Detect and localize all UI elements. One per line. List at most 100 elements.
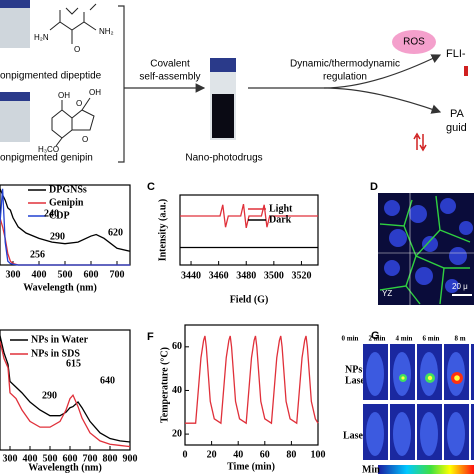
x-tick-label: 700 (83, 453, 98, 464)
annotation: 290 (50, 231, 65, 242)
mouse-body (393, 352, 411, 396)
data-line (0, 188, 130, 266)
x-tick-label: 80 (286, 449, 296, 460)
x-tick-label: 800 (103, 453, 118, 464)
data-line (0, 341, 131, 448)
plot-frame (184, 324, 319, 446)
mouse-body (420, 412, 438, 456)
row-label: Laser (345, 375, 370, 386)
plot-frame (0, 329, 131, 451)
panel-label: G (371, 330, 380, 342)
time-label: 8 m (454, 335, 465, 343)
annotation: 290 (42, 390, 57, 401)
x-tick-label: 20 (207, 449, 217, 460)
membranes (379, 195, 471, 305)
x-axis-label: Wavelength (nm) (23, 282, 97, 293)
x-axis-label: Time (min) (227, 461, 275, 472)
panel-label: F (147, 331, 154, 343)
panel-g: G NPs+ Laser Laser Min (343, 330, 474, 474)
compound-name: onpigmented dipeptide (0, 71, 102, 82)
x-tick-label: 40 (233, 449, 243, 460)
molecule (49, 3, 97, 44)
data-line (185, 335, 319, 425)
x-tick-label: 3480 (236, 270, 256, 281)
compound-name: onpigmented genipin (0, 153, 93, 164)
arrow (323, 54, 442, 89)
time-label: 0 min (342, 335, 359, 343)
annotation: 620 (108, 227, 123, 238)
x-tick-label: 3440 (181, 270, 201, 281)
data-line (180, 203, 318, 229)
vial-cap (0, 92, 30, 101)
legend-label: NPs in Water (31, 334, 89, 345)
output-label: PA (450, 108, 465, 120)
data-line (0, 217, 130, 266)
annotation: 256 (30, 249, 45, 260)
x-tick-label: 600 (63, 453, 78, 464)
x-tick-label: 60 (260, 449, 270, 460)
scale-label: 20 μ (452, 282, 468, 291)
x-tick-label: 600 (84, 269, 99, 280)
mouse-body (366, 352, 384, 396)
chem-label: H₂N (34, 33, 49, 42)
x-tick-label: 100 (311, 449, 326, 460)
step-label: Covalent (150, 59, 190, 70)
x-tick-label: 700 (110, 269, 125, 280)
y-axis-label: Intensity (a.u.) (157, 199, 168, 262)
data-line (0, 188, 131, 252)
step-label: Dynamic/thermodynamic (290, 59, 400, 70)
plot-frame (179, 194, 319, 266)
x-tick-label: 400 (23, 453, 38, 464)
chem-label: O (76, 99, 82, 108)
y-tick-label: 40 (172, 385, 182, 396)
x-tick-label: 500 (43, 453, 58, 464)
colorbar-label: Min (362, 464, 380, 474)
output-label: guid (446, 122, 467, 134)
vial-cap (0, 0, 30, 8)
indicator (413, 132, 427, 152)
time-label: 6 min (423, 335, 440, 343)
annotation: 640 (100, 375, 115, 386)
view-label: YZ (382, 289, 392, 298)
chem-label: H₃CO (38, 145, 59, 154)
y-tick-label: 60 (172, 341, 182, 352)
y-axis-label: Temperature (°C) (159, 347, 170, 423)
ros-badge (392, 30, 436, 54)
x-axis-label: Field (G) (230, 294, 269, 305)
x-tick-label: 300 (3, 453, 18, 464)
scheme: H₂N O NH₂ O OH OH O H₃CO onpigmented dip… (0, 0, 468, 164)
panel-label: C (147, 181, 155, 193)
annotation: 240 (44, 208, 59, 219)
step-label: regulation (323, 72, 367, 83)
output-label: FLI- (446, 48, 466, 60)
legend-label: CDP (49, 210, 70, 221)
mouse-image (471, 404, 474, 460)
mouse-body (366, 412, 384, 456)
chem-label: O (82, 135, 88, 144)
x-tick-label: 900 (123, 453, 138, 464)
annotation: 615 (66, 358, 81, 369)
vial-liquid (212, 94, 234, 138)
chem-label: O (74, 45, 80, 54)
x-tick-label: 300 (6, 269, 21, 280)
time-label: 4 min (396, 335, 413, 343)
x-tick-label: 500 (58, 269, 73, 280)
mouse-body (447, 412, 465, 456)
legend-label: Light (269, 203, 293, 214)
x-tick-label: 3500 (264, 270, 284, 281)
x-tick-label: 400 (32, 269, 47, 280)
x-tick-label: 3520 (291, 270, 311, 281)
legend-label: NPs in SDS (31, 348, 80, 359)
arrow (323, 87, 442, 114)
chem-label: OH (58, 91, 70, 100)
ros-label: ROS (403, 37, 425, 48)
molecule (51, 97, 95, 147)
legend-label: DPGNSs (49, 184, 87, 195)
indicator (464, 66, 468, 76)
hotspot (454, 375, 460, 381)
data-line (0, 335, 131, 443)
row-label: Laser (343, 430, 368, 441)
mouse-body (393, 412, 411, 456)
product-label: Nano-photodrugs (185, 153, 262, 164)
